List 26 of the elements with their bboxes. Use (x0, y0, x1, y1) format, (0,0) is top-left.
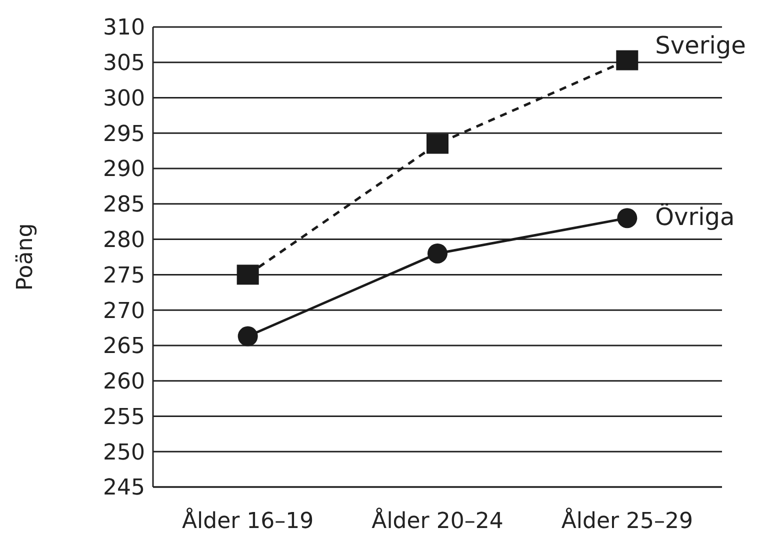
y-tick-label: 310 (103, 16, 145, 41)
y-tick-label: 280 (103, 228, 145, 254)
y-tick-label: 290 (103, 157, 145, 182)
x-tick-label: Ålder 25–29 (561, 507, 694, 534)
y-tick-label: 270 (103, 298, 145, 324)
point (617, 208, 638, 228)
y-tick-label: 260 (103, 370, 145, 395)
y-tick-label: 285 (103, 192, 145, 218)
series-label: Övriga (655, 203, 735, 232)
y-tick-label: 250 (103, 440, 145, 466)
point (428, 243, 448, 264)
y-tick-label: 275 (103, 263, 145, 288)
y-axis-title: Poäng (13, 223, 38, 291)
point (426, 134, 448, 154)
point (616, 50, 638, 70)
series-label: Sverige (655, 31, 746, 60)
point (236, 264, 259, 285)
point (238, 326, 258, 346)
y-tick-label: 300 (103, 86, 145, 112)
y-tick-label: 295 (103, 122, 145, 147)
x-tick-label: Ålder 20–24 (372, 507, 504, 534)
y-tick-label: 265 (103, 334, 145, 360)
y-tick-label: 305 (103, 51, 145, 76)
x-tick-label: Ålder 16–19 (182, 507, 314, 534)
y-tick-label: 245 (103, 476, 145, 501)
y-tick-label: 255 (103, 404, 145, 430)
